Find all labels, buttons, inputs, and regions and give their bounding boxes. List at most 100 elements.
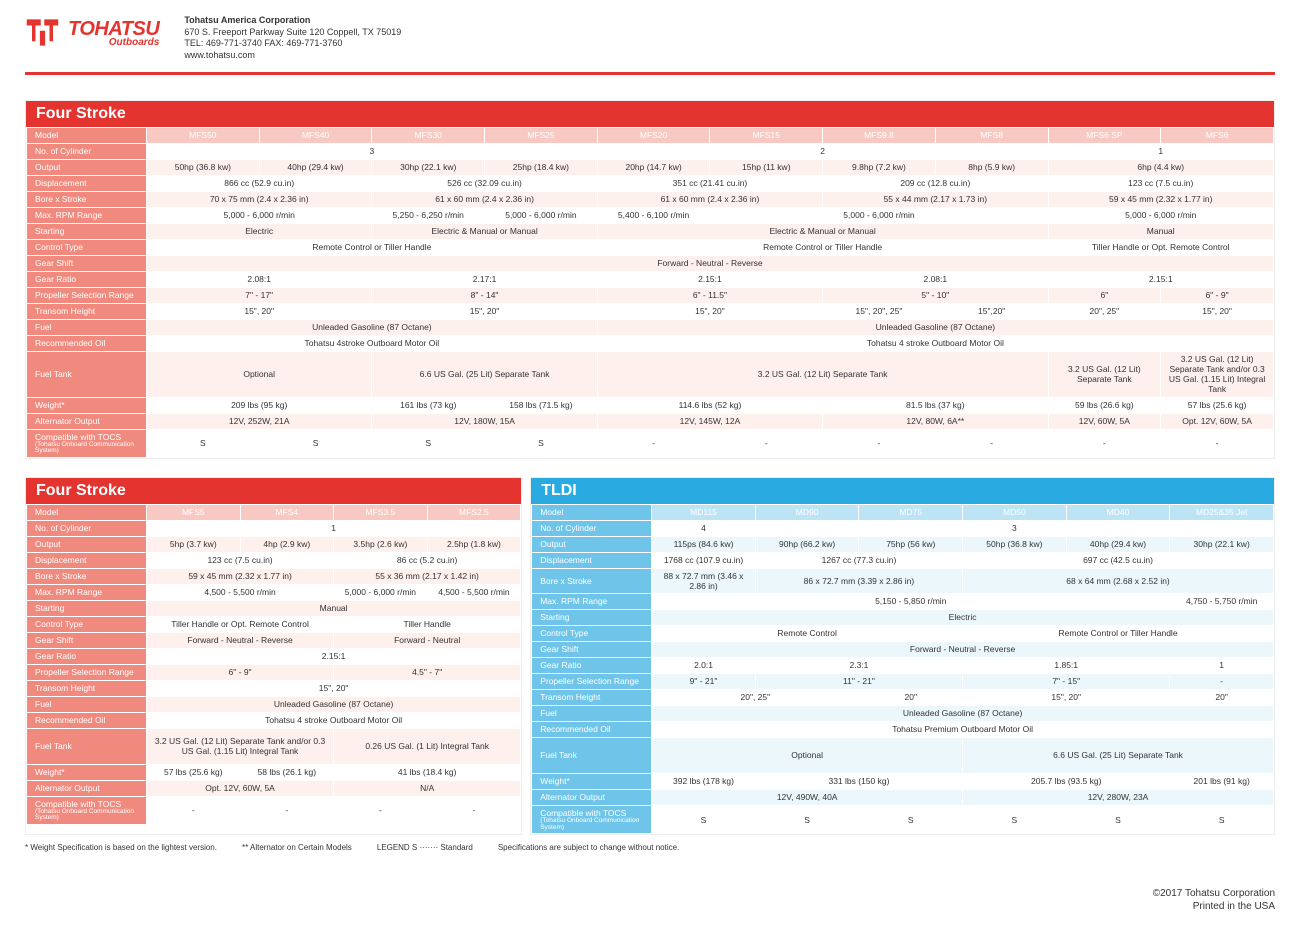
row-label: Control Type xyxy=(532,626,652,642)
spec-value: 2.15:1 xyxy=(597,271,822,287)
spec-value: 3.5hp (2.6 kw) xyxy=(334,536,428,552)
spec-value: 15", 20" xyxy=(147,303,372,319)
spec-value: 12V, 252W, 21A xyxy=(147,413,372,429)
company-tel: TEL: 469-771-3740 FAX: 469-771-3760 xyxy=(184,38,401,50)
model-header: MD75 xyxy=(859,504,963,520)
spec-value: 2.15:1 xyxy=(1048,271,1274,287)
row-label: Weight* xyxy=(27,764,147,780)
row-label: Fuel Tank xyxy=(532,738,652,774)
spec-sheet-1: Four StrokeModelMFS50MFS40MFS30MFS25MFS2… xyxy=(25,100,1275,459)
spec-value: Tohatsu Premium Outboard Motor Oil xyxy=(652,722,1274,738)
spec-value: S xyxy=(963,806,1067,834)
row-label: Gear Shift xyxy=(532,642,652,658)
spec-value: 11" - 21" xyxy=(755,674,962,690)
spec-value: 201 lbs (91 kg) xyxy=(1170,774,1274,790)
spec-value: S xyxy=(652,806,756,834)
spec-value: 4 xyxy=(652,520,756,536)
spec-value: Unleaded Gasoline (87 Octane) xyxy=(597,319,1273,335)
row-label: Bore x Stroke xyxy=(27,568,147,584)
row-label: Model xyxy=(27,127,147,143)
company-info: Tohatsu America Corporation 670 S. Freep… xyxy=(184,15,401,62)
spec-value: - xyxy=(240,796,334,824)
spec-value: Forward - Neutral xyxy=(334,632,521,648)
row-label: Displacement xyxy=(27,552,147,568)
spec-value: S xyxy=(755,806,859,834)
model-header: MFS9.8 xyxy=(823,127,936,143)
spec-value: 30hp (22.1 kw) xyxy=(1170,536,1274,552)
spec-value: - xyxy=(1048,429,1161,457)
spec-value: Opt. 12V, 60W, 5A xyxy=(1161,413,1274,429)
spec-value: 351 cc (21.41 cu.in) xyxy=(597,175,822,191)
spec-value: S xyxy=(485,429,598,457)
spec-value: Unleaded Gasoline (87 Octane) xyxy=(147,319,598,335)
spec-value: S xyxy=(859,806,963,834)
spec-value: 1 xyxy=(147,520,521,536)
model-header: MFS40 xyxy=(259,127,372,143)
spec-value: 9.8hp (7.2 kw) xyxy=(823,159,936,175)
row-label: Gear Ratio xyxy=(532,658,652,674)
spec-value: 5,000 - 6,000 r/min xyxy=(1048,207,1274,223)
spec-value: 8" - 14" xyxy=(372,287,597,303)
spec-value: 12V, 60W, 5A xyxy=(1048,413,1161,429)
row-label: Starting xyxy=(27,600,147,616)
spec-value: 526 cc (32.09 cu.in) xyxy=(372,175,597,191)
spec-value: Remote Control or Tiller Handle xyxy=(597,239,1048,255)
spec-value: Forward - Neutral - Reverse xyxy=(147,632,334,648)
spec-value: - xyxy=(935,429,1048,457)
spec-value: 5,000 - 6,000 r/min xyxy=(710,207,1048,223)
spec-value: 15", 20" xyxy=(1161,303,1274,319)
spec-value: 61 x 60 mm (2.4 x 2.36 in) xyxy=(372,191,597,207)
spec-value: 81.5 lbs (37 kg) xyxy=(823,397,1048,413)
model-header: MFS30 xyxy=(372,127,485,143)
spec-value: 115ps (84.6 kw) xyxy=(652,536,756,552)
spec-value: 209 lbs (95 kg) xyxy=(147,397,372,413)
spec-value: 1 xyxy=(1048,143,1274,159)
spec-value: 7" - 15" xyxy=(963,674,1170,690)
row-label: No. of Cylinder xyxy=(27,520,147,536)
spec-value: Electric & Manual or Manual xyxy=(597,223,1048,239)
model-header: MFS2.5 xyxy=(427,504,521,520)
header: TOHATSU Outboards Tohatsu America Corpor… xyxy=(25,15,1275,75)
row-label: Recommended Oil xyxy=(27,335,147,351)
row-label: Fuel xyxy=(27,696,147,712)
spec-value: 3.2 US Gal. (12 Lit) Separate Tank xyxy=(597,351,1048,397)
spec-value: S xyxy=(259,429,372,457)
spec-value: 2.08:1 xyxy=(147,271,372,287)
spec-value: 59 lbs (26.6 kg) xyxy=(1048,397,1161,413)
spec-value: 697 cc (42.5 cu.in) xyxy=(963,552,1274,568)
row-label: Model xyxy=(532,504,652,520)
logo: TOHATSU Outboards xyxy=(25,15,159,50)
spec-value: 8hp (5.9 kw) xyxy=(935,159,1048,175)
spec-value: 6" - 11.5" xyxy=(597,287,822,303)
row-label: Displacement xyxy=(27,175,147,191)
model-header: MFS6 xyxy=(1161,127,1274,143)
spec-value: 123 cc (7.5 cu.in) xyxy=(1048,175,1274,191)
row-label: Displacement xyxy=(532,552,652,568)
spec-value: 12V, 490W, 40A xyxy=(652,790,963,806)
spec-value: 12V, 80W, 6A** xyxy=(823,413,1048,429)
spec-value: S xyxy=(147,429,260,457)
model-header: MFS4 xyxy=(240,504,334,520)
row-label: Model xyxy=(27,504,147,520)
row-label: No. of Cylinder xyxy=(532,520,652,536)
spec-value: 5,000 - 6,000 r/min xyxy=(334,584,428,600)
row-label: Max. RPM Range xyxy=(27,207,147,223)
spec-value: Remote Control or Tiller Handle xyxy=(147,239,598,255)
spec-value: 15hp (11 kw) xyxy=(710,159,823,175)
spec-value: - xyxy=(823,429,936,457)
spec-value: 30hp (22.1 kw) xyxy=(372,159,485,175)
spec-value: 86 cc (5.2 cu.in) xyxy=(334,552,521,568)
spec-value: 70 x 75 mm (2.4 x 2.36 in) xyxy=(147,191,372,207)
row-label: Output xyxy=(532,536,652,552)
sheet-title: Four Stroke xyxy=(26,101,1274,127)
spec-value: 161 lbs (73 kg) xyxy=(372,397,485,413)
footnote: ** Alternator on Certain Models xyxy=(242,843,352,852)
spec-value: 2.15:1 xyxy=(147,648,521,664)
row-label: Control Type xyxy=(27,239,147,255)
row-label: Transom Height xyxy=(27,680,147,696)
spec-value: Remote Control xyxy=(652,626,963,642)
spec-value: 15", 20" xyxy=(372,303,597,319)
spec-value: 5,000 - 6,000 r/min xyxy=(147,207,372,223)
spec-value: Tohatsu 4 stroke Outboard Motor Oil xyxy=(147,712,521,728)
spec-value: - xyxy=(597,429,710,457)
